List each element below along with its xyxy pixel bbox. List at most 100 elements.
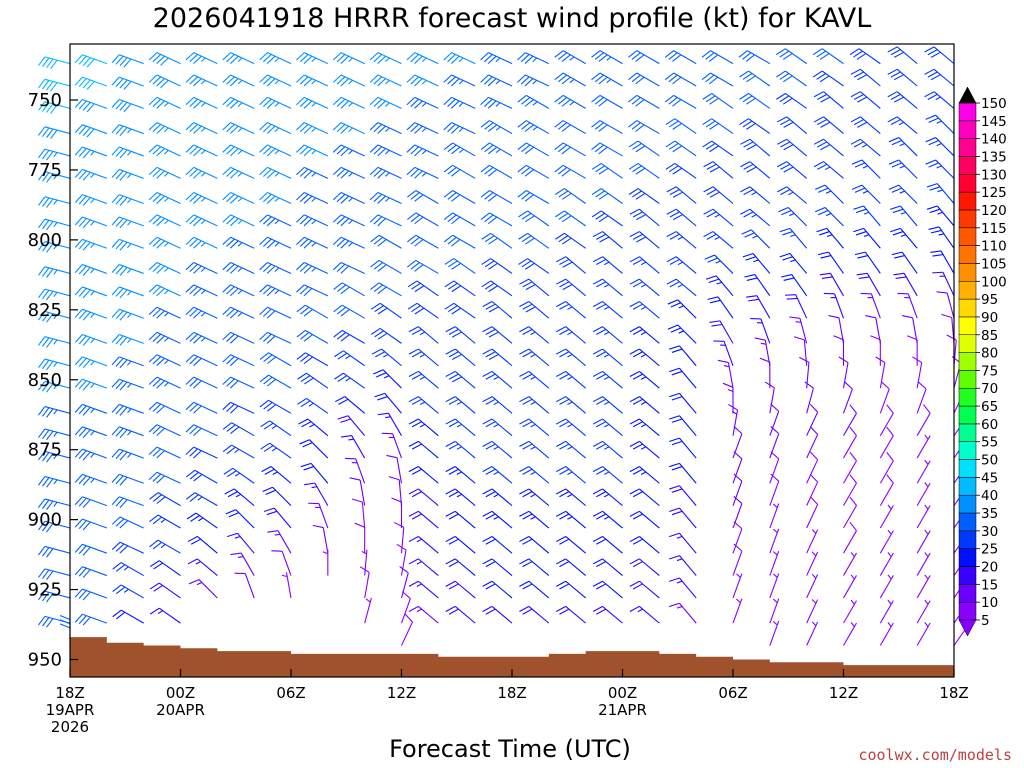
wind-barb bbox=[148, 424, 181, 437]
colorbar-swatch bbox=[958, 566, 977, 585]
wind-barb bbox=[701, 72, 734, 87]
wind-barb bbox=[776, 48, 807, 65]
wind-barb bbox=[591, 72, 623, 87]
wind-barb bbox=[666, 208, 697, 227]
wind-barb bbox=[592, 370, 623, 389]
wind-barb bbox=[332, 166, 365, 179]
x-tick-label: 00Z bbox=[608, 684, 637, 702]
wind-barb bbox=[149, 607, 181, 624]
wind-barb bbox=[445, 348, 476, 367]
wind-barb bbox=[443, 212, 476, 227]
wind-barb bbox=[722, 382, 734, 414]
wind-barb bbox=[629, 208, 660, 227]
wind-barb bbox=[443, 234, 476, 249]
wind-barb bbox=[187, 535, 218, 554]
wind-barb bbox=[222, 261, 255, 274]
wind-barb bbox=[443, 52, 476, 65]
wind-barb bbox=[222, 74, 255, 87]
wind-barb bbox=[629, 488, 660, 507]
wind-barb bbox=[74, 333, 108, 346]
wind-barb bbox=[349, 477, 366, 506]
y-tick-label: 900 bbox=[28, 510, 62, 531]
wind-barb bbox=[111, 378, 144, 391]
wind-barb bbox=[628, 94, 660, 109]
wind-barb bbox=[391, 497, 403, 529]
wind-barb bbox=[806, 551, 819, 576]
wind-barb bbox=[865, 315, 881, 344]
wind-barb bbox=[37, 380, 71, 393]
wind-barb bbox=[728, 403, 739, 436]
wind-barb bbox=[396, 543, 407, 576]
wind-barb bbox=[334, 372, 365, 389]
y-tick-label: 875 bbox=[28, 440, 62, 461]
wind-barb bbox=[74, 543, 108, 556]
wind-barb bbox=[406, 52, 439, 65]
wind-barb bbox=[843, 474, 857, 506]
wind-barb bbox=[806, 426, 819, 459]
wind-barb bbox=[739, 118, 771, 135]
wind-barbs bbox=[37, 46, 970, 646]
wind-barb bbox=[776, 138, 808, 157]
wind-barb bbox=[519, 278, 550, 297]
wind-barb bbox=[703, 231, 734, 249]
wind-barb bbox=[769, 550, 780, 576]
colorbar-swatch bbox=[958, 352, 977, 371]
colorbar-tick-label: 125 bbox=[981, 185, 1007, 201]
wind-barb bbox=[793, 336, 808, 366]
wind-barb bbox=[926, 205, 955, 227]
wind-barb bbox=[407, 190, 439, 204]
wind-barb bbox=[37, 358, 71, 371]
wind-barb bbox=[759, 357, 771, 389]
wind-barb bbox=[669, 507, 697, 529]
wind-barb bbox=[555, 558, 587, 576]
wind-barb bbox=[879, 381, 890, 414]
wind-barb bbox=[74, 613, 108, 626]
wind-barb bbox=[401, 613, 413, 646]
wind-barb bbox=[148, 52, 181, 66]
wind-barb bbox=[296, 144, 329, 157]
wind-barb bbox=[481, 232, 513, 249]
wind-barb bbox=[261, 466, 292, 484]
wind-barb bbox=[701, 50, 734, 65]
wind-barb bbox=[739, 93, 771, 109]
wind-barb bbox=[37, 336, 71, 348]
wind-barb bbox=[666, 186, 697, 204]
wind-barb bbox=[819, 272, 844, 297]
colorbar-tick-label: 65 bbox=[981, 399, 998, 415]
wind-barb bbox=[185, 192, 218, 205]
colorbar-swatch bbox=[958, 423, 977, 442]
colorbar-tick-label: 145 bbox=[981, 114, 1007, 130]
wind-barb bbox=[769, 573, 780, 599]
wind-barb bbox=[222, 166, 255, 179]
credit-text: coolwx.com/models bbox=[858, 746, 1012, 764]
wind-barb bbox=[481, 258, 513, 274]
wind-barb bbox=[482, 348, 513, 367]
wind-barb bbox=[296, 329, 329, 344]
wind-barb bbox=[781, 273, 808, 297]
wind-barb bbox=[308, 502, 329, 529]
wind-barb bbox=[369, 192, 402, 205]
wind-barb bbox=[332, 122, 365, 135]
wind-barb bbox=[481, 280, 513, 297]
wind-barb bbox=[111, 124, 144, 136]
wind-barb bbox=[185, 331, 218, 344]
wind-barb bbox=[148, 166, 181, 179]
wind-barb bbox=[74, 518, 108, 531]
wind-barb bbox=[518, 210, 550, 227]
wind-barb bbox=[764, 381, 775, 414]
wind-barb bbox=[592, 348, 623, 367]
wind-barb bbox=[591, 188, 623, 204]
wind-barb bbox=[377, 412, 402, 436]
wind-barb bbox=[702, 140, 734, 157]
wind-barb bbox=[669, 462, 697, 484]
wind-barb bbox=[386, 454, 403, 484]
colorbar-tick-label: 140 bbox=[981, 132, 1007, 148]
wind-barb bbox=[592, 301, 623, 319]
x-tick-label: 18Z bbox=[497, 684, 526, 702]
wind-barb bbox=[732, 521, 743, 554]
wind-barb bbox=[259, 52, 292, 65]
wind-barb bbox=[148, 471, 181, 484]
wind-barb bbox=[148, 192, 181, 205]
wind-barb bbox=[332, 74, 365, 87]
